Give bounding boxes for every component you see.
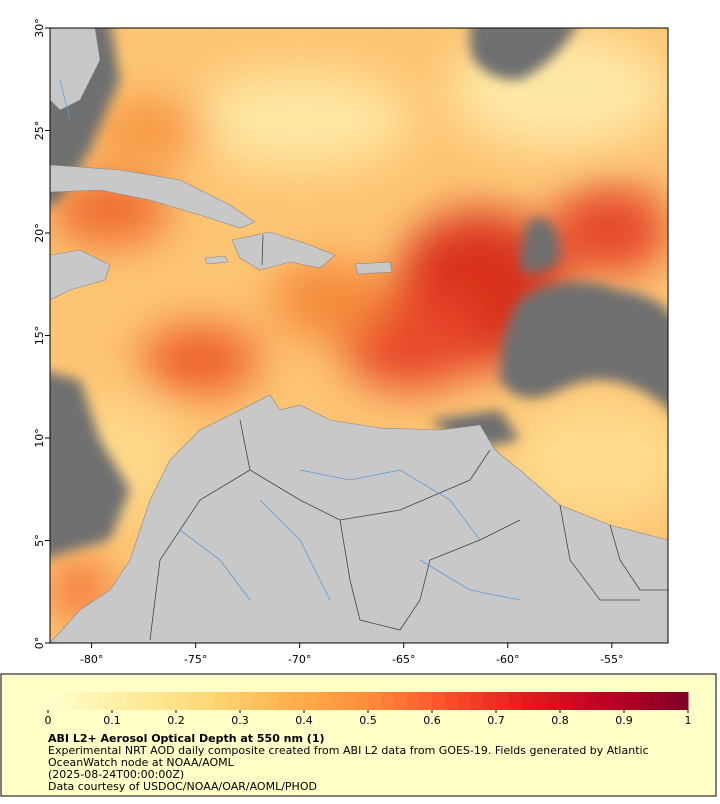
colorbar-step [547,692,561,710]
x-tick-label: -80° [80,653,103,666]
colorbar-step [534,692,548,710]
colorbar-step [611,692,625,710]
colorbar-step [201,692,215,710]
colorbar-step [444,692,459,710]
colorbar-tick-label: 1 [685,714,692,727]
colorbar-step [214,692,228,710]
colorbar-step [432,692,446,710]
colorbar-step [227,692,241,710]
colorbar-step [406,692,420,710]
colorbar-step [304,692,318,710]
y-tick-label: 20° [33,223,46,243]
colorbar-step [496,692,510,710]
colorbar-step [521,692,535,710]
caption-line: (2025-08-24T00:00:00Z) [48,768,184,781]
map-image [50,28,668,643]
colorbar-step [73,692,87,710]
colorbar-tick-label: 0.4 [295,714,313,727]
colorbar-step [508,692,523,710]
colorbar-step [483,692,497,710]
colorbar-step [572,692,587,710]
colorbar-step [176,692,190,710]
colorbar-step [649,692,663,710]
colorbar-step [457,692,471,710]
colorbar-step [560,692,574,710]
colorbar-tick-label: 0.3 [231,714,249,727]
colorbar-tick-label: 0.2 [167,714,185,727]
colorbar-step [86,692,100,710]
colorbar-step [163,692,177,710]
colorbar-tick-label: 0.8 [551,714,569,727]
colorbar-step [329,692,343,710]
colorbar-step [60,692,75,710]
colorbar-step [598,692,612,710]
colorbar-tick-label: 0.6 [423,714,441,727]
x-tick-label: -65° [392,653,415,666]
colorbar-step [380,692,395,710]
colorbar-step [188,692,203,710]
y-tick-label: 0° [33,637,46,650]
colorbar-step [316,692,331,710]
y-tick-label: 5° [33,534,46,547]
caption-line: Experimental NRT AOD daily composite cre… [48,744,649,757]
y-tick-label: 25° [33,121,46,141]
colorbar-step [355,692,369,710]
colorbar-step [291,692,305,710]
colorbar-step [662,692,676,710]
y-tick-label: 30° [33,18,46,38]
colorbar-step [393,692,407,710]
colorbar-step [636,692,651,710]
colorbar-tick-label: 0 [45,714,52,727]
colorbar-step [265,692,279,710]
x-tick-label: -75° [184,653,207,666]
x-tick-label: -55° [600,653,623,666]
colorbar-step [585,692,599,710]
colorbar-step [48,692,62,710]
colorbar-step [137,692,151,710]
y-tick-label: 15° [33,326,46,346]
caption-line: Data courtesy of USDOC/NOAA/OAR/AOML/PHO… [48,780,317,793]
colorbar-step [150,692,164,710]
colorbar-tick-label: 0.1 [103,714,121,727]
colorbar-step [470,692,484,710]
colorbar-step [675,692,689,710]
colorbar-tick-label: 0.9 [615,714,633,727]
colorbar-tick-label: 0.7 [487,714,505,727]
x-tick-label: -70° [288,653,311,666]
x-tick-label: -60° [496,653,519,666]
colorbar-step [368,692,382,710]
colorbar-tick-label: 0.5 [359,714,377,727]
colorbar-step [624,692,638,710]
colorbar: 0 0.1 0.2 0.3 0.4 0.5 0.6 0.7 0.8 0.9 1 [45,692,692,727]
y-tick-label: 10° [33,428,46,448]
caption-line: OceanWatch node at NOAA/AOML [48,756,235,769]
colorbar-step [419,692,433,710]
colorbar-step [252,692,267,710]
colorbar-step [124,692,139,710]
caption-title: ABI L2+ Aerosol Optical Depth at 550 nm … [48,732,325,745]
colorbar-step [240,692,254,710]
colorbar-step [278,692,292,710]
colorbar-step [99,692,113,710]
colorbar-step [342,692,356,710]
colorbar-step [112,692,126,710]
